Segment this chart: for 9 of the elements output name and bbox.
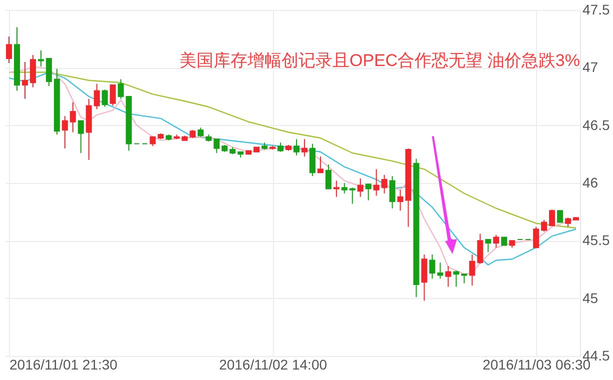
y-tick-label: 46.5	[582, 116, 610, 133]
y-tick-label: 45	[582, 290, 598, 306]
y-tick-label: 47	[582, 59, 598, 76]
x-tick-label: 2016/11/01 21:30	[9, 356, 118, 372]
annotation: 美国库存增幅创记录且OPEC合作恐无望 油价急跌3%	[180, 51, 580, 70]
x-tick-label: 2016/11/02 14:00	[219, 356, 328, 372]
y-tick-label: 47.5	[582, 2, 610, 18]
y-tick-label: 45.5	[582, 232, 610, 248]
y-tick-label: 46	[582, 174, 598, 190]
